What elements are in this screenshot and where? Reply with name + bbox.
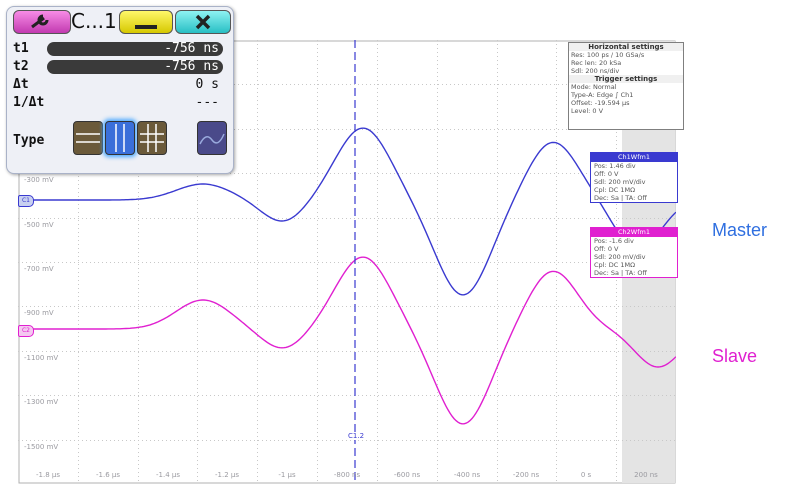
- time-tick-label: -1.2 µs: [215, 471, 239, 479]
- horizontal-setting-row: Sdl: 200 ns/div: [571, 67, 620, 75]
- inverse-delta-t-label: 1/Δt: [13, 95, 45, 110]
- time-tick-label: -1 µs: [278, 471, 296, 479]
- volt-tick-label: -900 mV: [24, 309, 54, 317]
- ch2-info-row: Sdl: 200 mV/div: [594, 253, 646, 261]
- ch2-info-box[interactable]: Ch2Wfm1 Pos: -1.6 div Off: 0 V Sdl: 200 …: [590, 227, 678, 278]
- waveform-display[interactable]: 200 mV0 mV-200 mV-300 mV-500 mV-700 mV-9…: [18, 40, 676, 484]
- close-button[interactable]: [175, 10, 231, 34]
- ch2-offset-marker[interactable]: C2: [18, 325, 34, 337]
- volt-tick-label: -300 mV: [24, 176, 54, 184]
- master-label: Master: [712, 220, 768, 240]
- ch1-info-row: Off: 0 V: [594, 170, 619, 178]
- horizontal-cursor-icon: [76, 133, 100, 143]
- crosshair-cursor-icon: [140, 124, 164, 152]
- time-tick-label: -200 ns: [512, 471, 540, 479]
- master-waveform: [18, 127, 676, 296]
- volt-tick-label: -500 mV: [24, 221, 54, 229]
- cursor-measurement-panel[interactable]: C...1 t1 -756 ns t2 -756 ns Δt 0 s 1/Δt …: [6, 6, 234, 174]
- horizontal-setting-row: Rec len: 20 kSa: [571, 59, 622, 67]
- time-tick-label: -1.8 µs: [36, 471, 60, 479]
- volt-tick-label: -700 mV: [24, 265, 54, 273]
- time-tick-label: -1.6 µs: [96, 471, 120, 479]
- t2-value[interactable]: -756 ns: [47, 60, 223, 74]
- delta-t-value: 0 s: [195, 77, 219, 92]
- slave-waveform: [18, 256, 676, 425]
- settings-wrench-button[interactable]: [13, 10, 71, 34]
- volt-tick-label: -1300 mV: [24, 398, 59, 406]
- time-tick-label: -400 ns: [453, 471, 481, 479]
- wrench-icon: [31, 14, 49, 29]
- cursor-type-both[interactable]: [137, 121, 167, 155]
- ch1-info-box[interactable]: Ch1Wfm1 Pos: 1.46 div Off: 0 V Sdl: 200 …: [590, 152, 678, 203]
- cursor-label: C1.2: [348, 432, 365, 440]
- ch2-info-title: Ch2Wfm1: [591, 228, 677, 237]
- cursor-source-select[interactable]: [197, 121, 227, 155]
- settings-info-box[interactable]: Horizontal settings Res: 100 ps / 10 GSa…: [568, 42, 684, 130]
- ch2-info-row: Cpl: DC 1MΩ: [594, 261, 636, 269]
- volt-tick-label: -1500 mV: [24, 443, 59, 451]
- t2-label: t2: [13, 59, 29, 74]
- cursor-type-horizontal[interactable]: [73, 121, 103, 155]
- ch1-info-row: Pos: 1.46 div: [594, 162, 636, 170]
- ch1-info-row: Dec: Sa | TA: Off: [594, 194, 647, 202]
- trigger-setting-row: Mode: Normal: [571, 83, 617, 91]
- slave-label: Slave: [712, 346, 758, 366]
- trigger-setting-row: Level: 0 V: [571, 107, 604, 115]
- time-tick-label: 0 s: [580, 471, 592, 479]
- ch1-offset-marker[interactable]: C1: [18, 195, 34, 207]
- minimize-button[interactable]: [119, 10, 173, 34]
- ch1-info-title: Ch1Wfm1: [591, 153, 677, 162]
- ch1-info-row: Cpl: DC 1MΩ: [594, 186, 636, 194]
- time-tick-label: 200 ns: [634, 471, 658, 479]
- time-tick-label: -600 ns: [393, 471, 421, 479]
- panel-title: C...1: [71, 9, 117, 33]
- trigger-settings-title: Trigger settings: [569, 75, 683, 83]
- close-icon: [195, 14, 211, 30]
- trigger-setting-row: Type-A: Edge ∫ Ch1: [571, 91, 634, 99]
- time-tick-label: -1.4 µs: [156, 471, 180, 479]
- waveform-thumbnail-icon: [199, 133, 225, 145]
- ch2-info-row: Dec: Sa | TA: Off: [594, 269, 647, 277]
- type-label: Type: [13, 133, 45, 148]
- time-tick-label: -800 ns: [333, 471, 361, 479]
- t1-label: t1: [13, 41, 29, 56]
- inverse-delta-t-value: ---: [195, 95, 219, 110]
- volt-tick-label: -1100 mV: [24, 354, 59, 362]
- minimize-icon: [135, 25, 157, 29]
- delta-t-label: Δt: [13, 77, 29, 92]
- ch2-info-row: Pos: -1.6 div: [594, 237, 634, 245]
- ch2-info-row: Off: 0 V: [594, 245, 619, 253]
- t1-value[interactable]: -756 ns: [47, 42, 223, 56]
- horizontal-setting-row: Res: 100 ps / 10 GSa/s: [571, 51, 645, 59]
- trigger-setting-row: Offset: -19.594 µs: [571, 99, 630, 107]
- ch1-info-row: Sdl: 200 mV/div: [594, 178, 646, 186]
- horizontal-settings-title: Horizontal settings: [569, 43, 683, 51]
- vertical-cursor-icon: [115, 124, 125, 152]
- cursor-type-vertical[interactable]: [105, 121, 135, 155]
